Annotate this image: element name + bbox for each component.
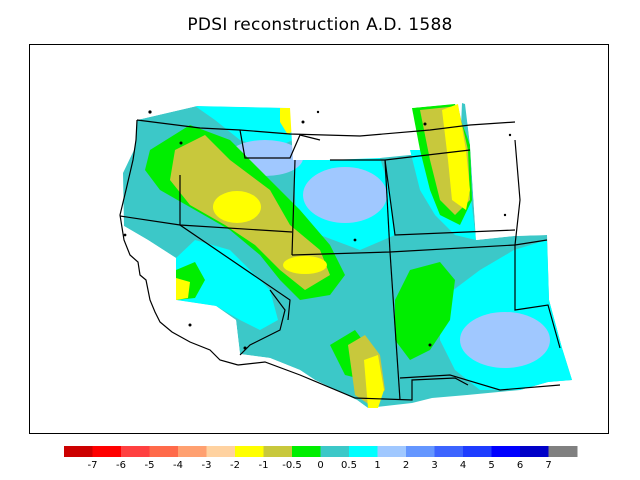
border-nv-ut xyxy=(291,159,296,256)
legend-swatch xyxy=(377,446,407,457)
field-lightblue-3 xyxy=(460,312,550,368)
legend-tick-label: -2 xyxy=(230,460,240,471)
legend-tick-label: -1 xyxy=(259,460,269,471)
legend-swatch xyxy=(320,446,350,457)
border-ca-nv-diag xyxy=(179,175,291,321)
legend-swatch xyxy=(206,446,236,457)
legend-tick-label: 5 xyxy=(488,460,494,471)
state-boundaries xyxy=(119,119,561,401)
legend-tick-label: 0.5 xyxy=(341,460,357,471)
legend-tick-label: 1 xyxy=(374,460,380,471)
legend-swatch xyxy=(92,446,122,457)
legend-swatch xyxy=(406,446,435,457)
border-ne-ks xyxy=(514,139,548,246)
legend-tick-label: -0.5 xyxy=(282,460,302,471)
legend-swatch xyxy=(121,446,150,457)
border-mexico xyxy=(237,361,469,401)
legend-swatch xyxy=(64,446,93,457)
legend-swatch xyxy=(292,446,321,457)
legend-swatch xyxy=(520,446,549,457)
legend-tick-label: 3 xyxy=(431,460,437,471)
legend-swatch xyxy=(178,446,207,457)
legend-swatch xyxy=(235,446,264,457)
nodata-idaho-gap xyxy=(290,108,330,160)
nodata-montana xyxy=(305,100,412,160)
small-features xyxy=(123,110,512,350)
legend-tick-label: 6 xyxy=(517,460,523,471)
legend-tick-label: -5 xyxy=(145,460,155,471)
border-id-mt xyxy=(239,129,321,159)
border-ok-tx xyxy=(514,245,561,349)
legend-swatch xyxy=(434,446,464,457)
legend-tick-label: 2 xyxy=(403,460,409,471)
legend-swatch xyxy=(149,446,179,457)
border-co-nm xyxy=(384,159,391,253)
coastline-pacific xyxy=(119,119,239,366)
legend-tick-label: 4 xyxy=(460,460,466,471)
nodata-regions xyxy=(100,60,600,420)
nodata-pacific xyxy=(100,226,368,420)
legend-tick-label: -6 xyxy=(116,460,126,471)
legend-tick-label: 7 xyxy=(545,460,551,471)
field-lightblue-2 xyxy=(303,167,387,223)
legend-tick-label: -4 xyxy=(173,460,183,471)
border-tx-nm xyxy=(399,374,561,391)
legend-swatch xyxy=(463,446,492,457)
legend-tick-label: -3 xyxy=(202,460,212,471)
border-az-nm xyxy=(389,251,401,401)
legend-tick-label: -7 xyxy=(88,460,98,471)
field-yellow-1 xyxy=(213,191,261,223)
map-title: PDSI reconstruction A.D. 1588 xyxy=(187,15,453,35)
legend-swatch xyxy=(263,446,293,457)
border-ca-az xyxy=(239,289,286,356)
field-cyan-west xyxy=(176,240,278,330)
field-yellow-4 xyxy=(364,355,384,408)
legend-swatch xyxy=(491,446,521,457)
border-wy-co xyxy=(384,159,516,236)
field-green-south xyxy=(395,262,455,360)
nodata-top-left xyxy=(100,60,600,120)
border-canada xyxy=(136,119,516,137)
legend-swatch xyxy=(548,446,578,457)
nodata-northeast xyxy=(465,100,600,240)
field-yellow-2 xyxy=(283,256,327,274)
pdsi-color-field xyxy=(123,103,572,408)
field-yellow-6 xyxy=(176,278,190,300)
color-legend xyxy=(64,446,578,457)
color-legend-ticks: -7 -6 -5 -4 -3 -2 -1 -0.5 0 0.5 1 2 3 4 5 6 7 xyxy=(88,460,552,471)
field-yellow-3 xyxy=(442,104,470,210)
legend-swatch xyxy=(349,446,378,457)
legend-tick-label: 0 xyxy=(317,460,323,471)
field-cyan-ne xyxy=(195,106,293,150)
